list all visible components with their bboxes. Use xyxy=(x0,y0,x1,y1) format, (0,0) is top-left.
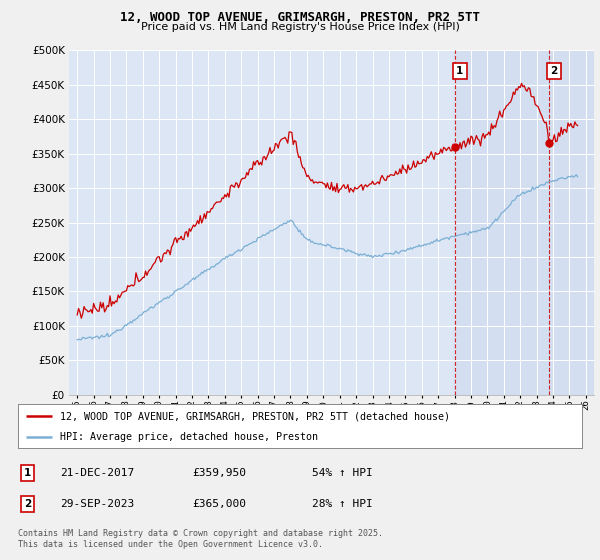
Text: 2: 2 xyxy=(551,66,558,76)
Text: 28% ↑ HPI: 28% ↑ HPI xyxy=(312,499,373,509)
Text: 12, WOOD TOP AVENUE, GRIMSARGH, PRESTON, PR2 5TT (detached house): 12, WOOD TOP AVENUE, GRIMSARGH, PRESTON,… xyxy=(60,411,450,421)
Text: Price paid vs. HM Land Registry's House Price Index (HPI): Price paid vs. HM Land Registry's House … xyxy=(140,22,460,32)
Text: £359,950: £359,950 xyxy=(192,468,246,478)
Text: 1: 1 xyxy=(456,66,463,76)
Text: 1: 1 xyxy=(24,468,31,478)
Bar xyxy=(454,50,594,395)
Text: 21-DEC-2017: 21-DEC-2017 xyxy=(60,468,134,478)
Text: This data is licensed under the Open Government Licence v3.0.: This data is licensed under the Open Gov… xyxy=(18,540,323,549)
Text: HPI: Average price, detached house, Preston: HPI: Average price, detached house, Pres… xyxy=(60,432,319,442)
Text: 2: 2 xyxy=(24,499,31,509)
Text: 29-SEP-2023: 29-SEP-2023 xyxy=(60,499,134,509)
Text: 12, WOOD TOP AVENUE, GRIMSARGH, PRESTON, PR2 5TT: 12, WOOD TOP AVENUE, GRIMSARGH, PRESTON,… xyxy=(120,11,480,24)
Text: 54% ↑ HPI: 54% ↑ HPI xyxy=(312,468,373,478)
Text: £365,000: £365,000 xyxy=(192,499,246,509)
Text: Contains HM Land Registry data © Crown copyright and database right 2025.: Contains HM Land Registry data © Crown c… xyxy=(18,529,383,538)
